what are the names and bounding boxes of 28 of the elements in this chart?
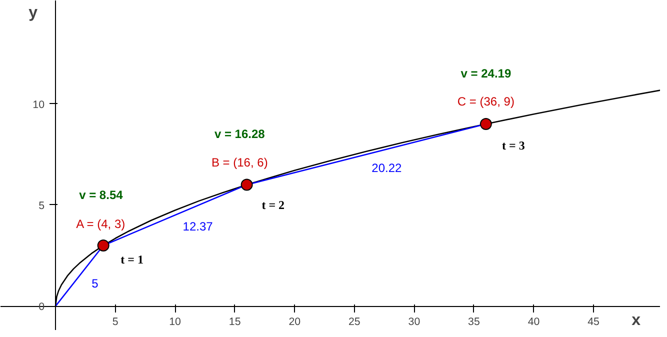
point <box>480 118 492 130</box>
y-axis-title: y <box>28 4 38 22</box>
x-tick-label: 35 <box>468 316 480 328</box>
annotation: B = (16, 6) <box>211 155 268 170</box>
annotation: v = 16.28 <box>214 127 266 142</box>
annotation: t = 1 <box>120 252 144 267</box>
x-tick-label: 30 <box>408 316 420 328</box>
y-tick-label: 10 <box>32 98 45 111</box>
x-tick-label: 10 <box>169 316 182 328</box>
x-tick-label: 25 <box>348 316 360 328</box>
annotation: A = (4, 3) <box>76 217 126 232</box>
annotation: v = 24.19 <box>460 66 512 80</box>
annotation: v = 8.54 <box>79 188 124 202</box>
annotation: t = 2 <box>262 198 285 212</box>
x-tick-label: 5 <box>112 316 118 328</box>
x-tick-label: 40 <box>528 316 540 328</box>
annotation: C = (36, 9) <box>457 94 514 109</box>
x-tick-label: 20 <box>288 316 301 328</box>
annotation: 12.37 <box>182 220 214 234</box>
point <box>240 178 253 191</box>
annotation: 20.22 <box>372 161 402 176</box>
point <box>97 239 110 252</box>
x-tick-label: 15 <box>228 316 241 328</box>
annotation: 5 <box>92 276 99 290</box>
y-tick-label: 5 <box>38 200 45 212</box>
x-tick-label: 45 <box>588 316 600 328</box>
annotation: t = 3 <box>502 138 525 152</box>
x-axis-title: x <box>632 312 641 330</box>
